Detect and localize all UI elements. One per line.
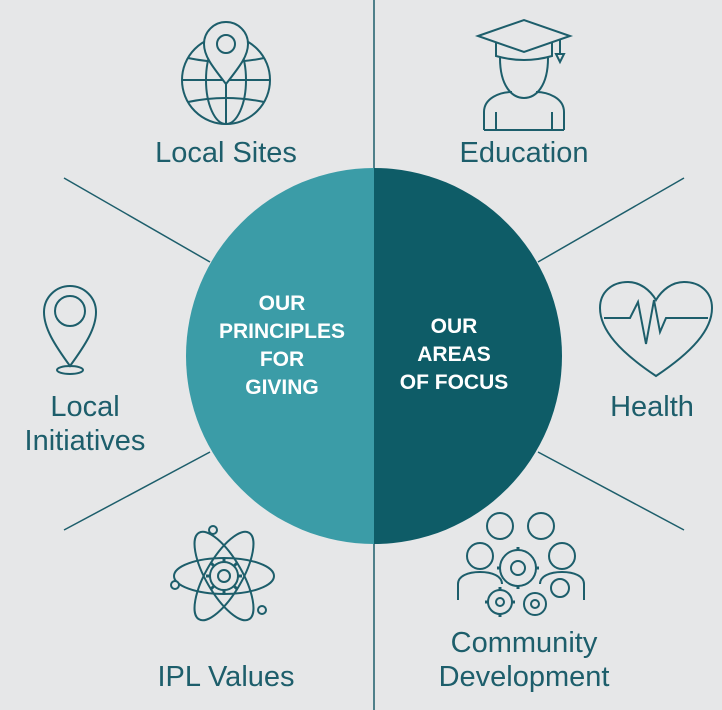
spoke-line-upper-left bbox=[63, 177, 211, 263]
spoke-line-upper-right bbox=[537, 177, 685, 263]
globe-pin-icon bbox=[181, 21, 271, 125]
label-local-initiatives-line-2: Initiatives bbox=[24, 425, 146, 457]
label-ipl-values: IPL Values bbox=[157, 661, 295, 693]
label-community-line-2: Development bbox=[438, 661, 610, 693]
team-gears-icon bbox=[457, 512, 585, 617]
label-local-initiatives: Local Initiatives bbox=[0, 390, 170, 458]
label-education: Education bbox=[459, 137, 589, 169]
label-community-development: Community Development bbox=[424, 626, 624, 694]
atom-gear-icon bbox=[170, 525, 275, 622]
label-local-initiatives-line-1: Local bbox=[50, 391, 120, 423]
principles-line-4: GIVING bbox=[245, 376, 319, 399]
principles-title: OUR PRINCIPLES FOR GIVING bbox=[190, 290, 374, 402]
focus-line-2: AREAS bbox=[417, 343, 491, 366]
focus-title: OUR AREAS OF FOCUS bbox=[374, 313, 534, 397]
label-health: Health bbox=[610, 391, 694, 423]
principles-line-2: PRINCIPLES bbox=[218, 320, 346, 343]
spoke-line-lower-right bbox=[537, 451, 685, 531]
label-community-line-1: Community bbox=[450, 627, 598, 659]
label-local-sites: Local Sites bbox=[155, 137, 297, 169]
focus-line-3: OF FOCUS bbox=[399, 371, 509, 394]
principles-line-1: OUR bbox=[258, 292, 306, 315]
principles-line-3: FOR bbox=[259, 348, 305, 371]
spoke-line-lower-left bbox=[63, 451, 211, 531]
focus-line-1: OUR bbox=[430, 315, 478, 338]
focus-half-circle bbox=[374, 168, 562, 544]
graduate-icon bbox=[474, 18, 574, 131]
principles-half-circle bbox=[186, 168, 374, 544]
heartbeat-icon bbox=[598, 280, 714, 378]
map-pin-icon bbox=[42, 285, 98, 375]
